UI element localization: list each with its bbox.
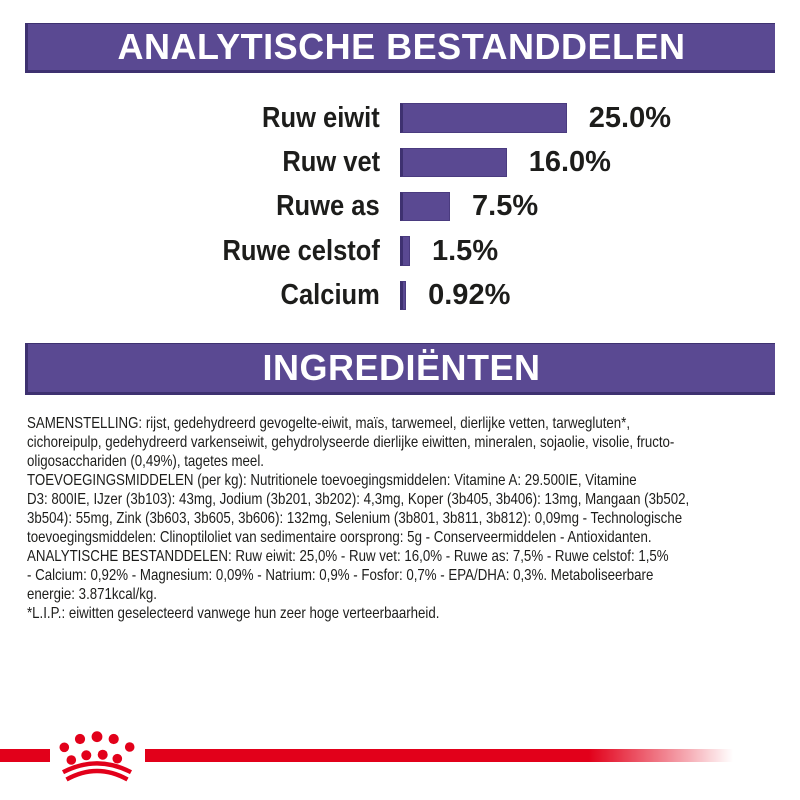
analytical-section-title: ANALYTISCHE BESTANDDELEN [117,26,686,67]
chart-value-label: 7.5% [472,190,539,223]
ingredients-paragraph-lip-footnote: *L.I.P.: eiwitten geselecteerd vanwege h… [27,604,797,623]
section-header-analytical: ANALYTISCHE BESTANDDELEN [25,23,775,73]
chart-category-label: Ruw vet [282,145,380,178]
chart-row: Ruwe celstof 1.5% [0,229,800,273]
chart-bar [400,191,451,222]
chart-category-label: Ruwe celstof [222,234,380,267]
chart-row: Ruw vet 16.0% [0,140,800,184]
chart-category-label: Calcium [280,278,380,311]
chart-bar [400,280,407,311]
ingredients-text-line: oligosacchariden (0,49%), tagetes meel. [27,453,264,470]
ingredients-text-line: cichoreipulp, gedehydreerd varkenseiwit,… [27,434,675,451]
chart-bar [400,147,507,178]
chart-value-label: 16.0% [528,145,611,178]
chart-bar [400,236,410,266]
royal-canin-crown-logo [59,731,135,782]
ingredients-text-line: D3: 800IE, IJzer (3b103): 43mg, Jodium (… [27,491,690,508]
ingredients-section-title: INGREDIËNTEN [262,347,541,388]
chart-row: Ruwe as 7.5% [0,185,800,229]
ingredients-text-line: SAMENSTELLING: rijst, gedehydreerd gevog… [27,415,631,432]
ingredients-paragraph-samenstelling: SAMENSTELLING: rijst, gedehydreerd gevog… [27,414,797,471]
chart-value-label: 25.0% [588,101,671,134]
ingredients-paragraph-analytische-bestanddelen: ANALYTISCHE BESTANDDELEN: Ruw eiwit: 25,… [27,547,797,604]
section-header-ingredients: INGREDIËNTEN [25,343,775,395]
ingredients-text-line: *L.I.P.: eiwitten geselecteerd vanwege h… [27,605,440,622]
chart-value-label: 0.92% [428,278,511,311]
ingredients-text-line: 3b504): 55mg, Zink (3b603, 3b605, 3b606)… [27,510,683,527]
chart-category-label: Ruw eiwit [262,101,380,134]
analytical-bar-chart: Ruw eiwit 25.0% Ruw vet 16.0% Ruwe as 7.5% Ruw… [0,96,800,317]
chart-row: Ruw eiwit 25.0% [0,96,800,140]
ingredients-text-line: TOEVOEGINGSMIDDELEN (per kg): Nutritione… [27,472,637,489]
chart-row: Calcium 0.92% [0,273,800,317]
ingredients-text-line: energie: 3.871kcal/kg. [27,586,157,603]
red-divider-line-right [145,749,745,762]
red-divider-line-left [0,749,50,762]
ingredients-text-line: - Calcium: 0,92% - Magnesium: 0,09% - Na… [27,567,654,584]
ingredients-text-line: toevoegingsmiddelen: Clinoptiloliet van … [27,529,652,546]
chart-value-label: 1.5% [432,234,499,267]
ingredients-text-line: ANALYTISCHE BESTANDDELEN: Ruw eiwit: 25,… [27,548,669,565]
ingredients-paragraph-toevoegingsmiddelen: TOEVOEGINGSMIDDELEN (per kg): Nutritione… [27,471,797,547]
ingredients-text-block: SAMENSTELLING: rijst, gedehydreerd gevog… [27,414,797,623]
chart-bar [400,103,567,133]
chart-category-label: Ruwe as [276,190,380,223]
